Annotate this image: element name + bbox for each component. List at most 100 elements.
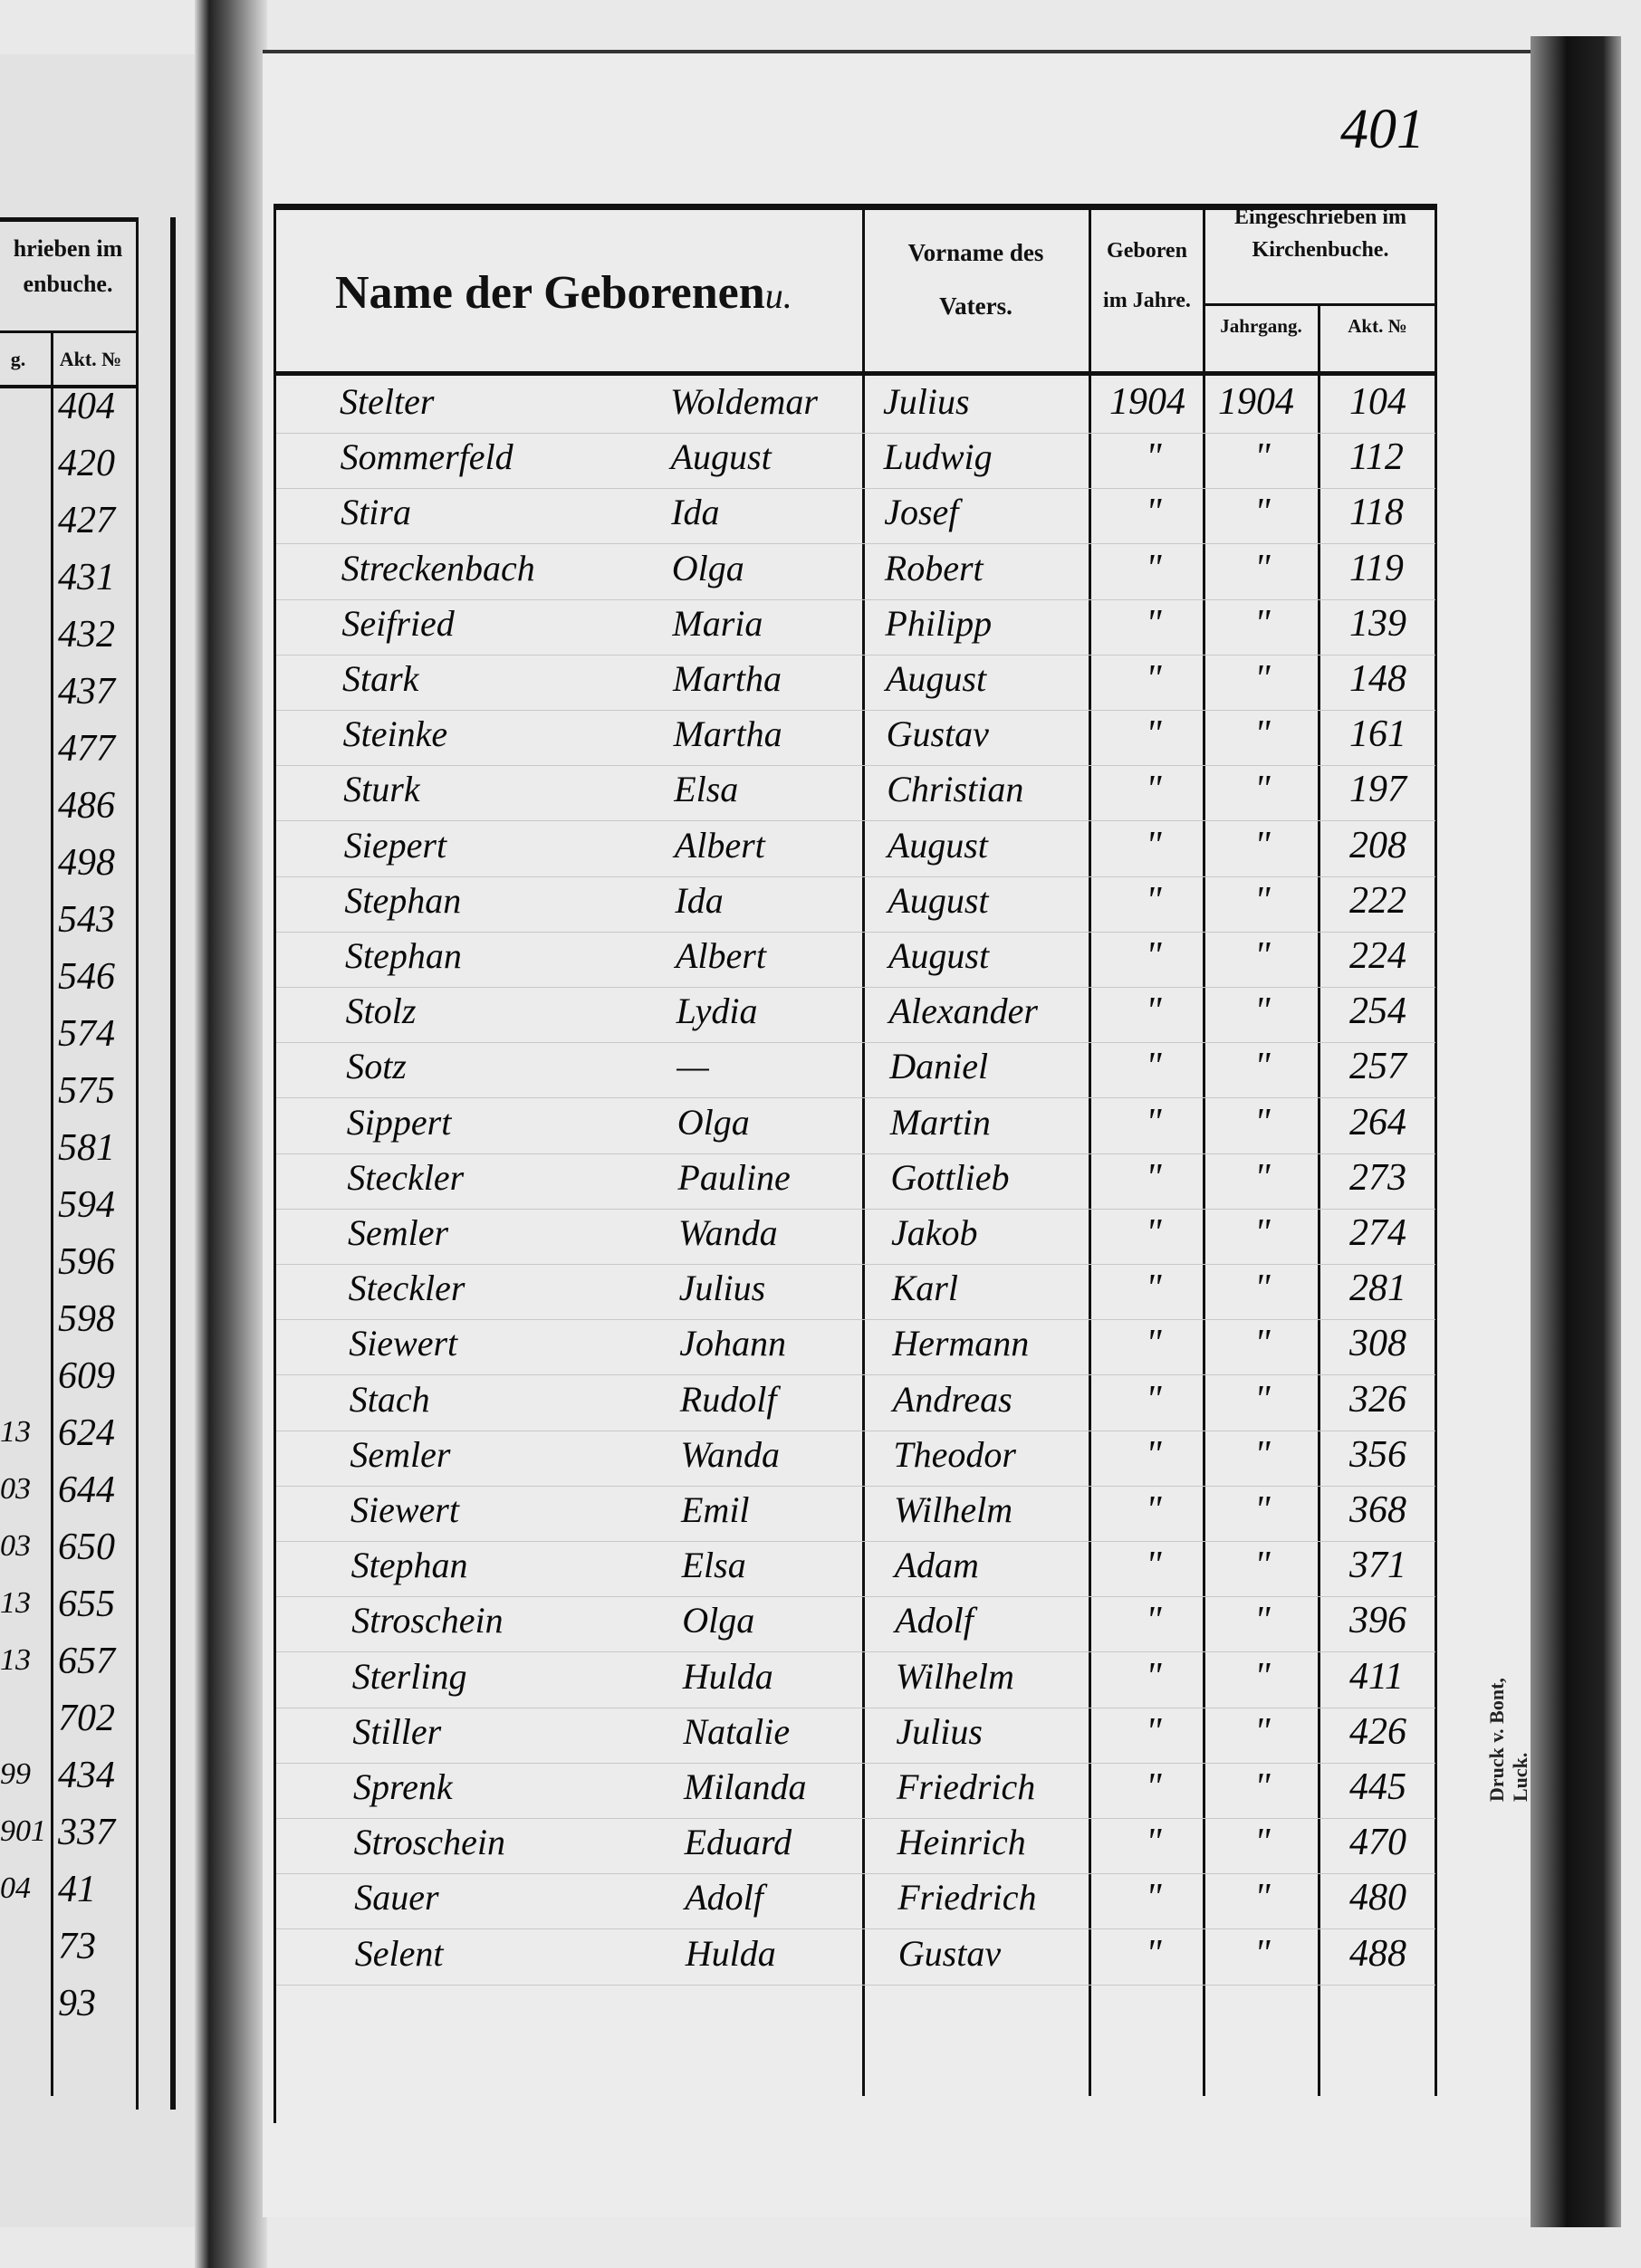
registered-year: " [1254,1433,1271,1476]
first-name: Elsa [681,1545,746,1586]
registered-year: " [1254,1600,1271,1642]
first-name: Albert [674,824,765,866]
act-number: 224 [1349,935,1406,977]
born-year: " [1146,436,1162,479]
surname: Semler [350,1433,451,1475]
first-name: Milanda [684,1766,807,1807]
left-year-fragment: 13 [0,1643,31,1677]
father-name: August [886,658,987,699]
father-name: Friedrich [897,1877,1037,1919]
ruled-line [276,1928,1435,1930]
born-year: " [1146,547,1162,589]
ruled-line [276,598,1435,600]
registered-year: " [1254,1766,1271,1808]
surname: Selent [354,1932,444,1974]
divider [0,330,136,333]
ruled-line [276,1596,1435,1598]
left-year-fragment: 04 [0,1871,31,1905]
act-number: 148 [1349,658,1406,700]
left-act-number: 543 [58,899,115,941]
registered-year: " [1254,1212,1271,1254]
born-year: " [1146,879,1162,922]
act-number: 257 [1349,1046,1406,1088]
father-name: Karl [891,1268,958,1309]
surname: Sterling [351,1655,467,1697]
born-year: " [1146,990,1162,1033]
ruled-line [276,1042,1435,1044]
born-year: " [1146,1212,1162,1254]
ruled-line [276,1818,1435,1819]
left-act-number: 702 [58,1698,115,1739]
left-year-fragment: 03 [0,1472,31,1506]
registered-year: " [1254,1822,1271,1864]
first-name: Adolf [685,1877,763,1919]
first-name: Ida [675,879,724,921]
first-name: Rudolf [679,1378,777,1420]
left-act-number: 594 [58,1184,115,1226]
header-bottom-border [276,371,1437,376]
registered-year: " [1254,1046,1271,1088]
first-name: Johann [679,1323,786,1364]
ruled-line [276,710,1435,711]
father-name: August [888,879,989,921]
born-year: " [1146,1932,1162,1975]
born-col-header-line2: im Jahre. [1103,289,1191,313]
surname: Steckler [347,1156,465,1198]
surname: Stira [341,492,411,533]
act-number: 411 [1349,1655,1404,1698]
ruled-line [276,1651,1435,1653]
father-name: Adam [894,1545,979,1586]
ruled-line [276,765,1435,767]
registered-year: " [1254,1877,1271,1919]
registered-year: " [1254,1268,1271,1310]
first-name: Martha [673,658,782,699]
born-year: " [1146,935,1162,977]
registered-year: " [1254,713,1271,756]
born-year: " [1146,713,1162,756]
act-number: 274 [1349,1212,1406,1254]
born-year: " [1146,1489,1162,1531]
surname: Steckler [348,1268,465,1309]
ruled-line [276,1097,1435,1099]
ruled-line [276,987,1435,988]
act-number: 208 [1349,824,1406,866]
left-act-number: 644 [58,1469,115,1511]
surname: Sippert [346,1101,452,1143]
first-name: Elsa [674,769,739,810]
father-name: Robert [884,547,984,589]
surname: Sprenk [353,1766,453,1807]
ruled-line [276,488,1435,490]
first-name: Albert [676,935,766,976]
born-year: " [1146,1766,1162,1808]
registered-year: " [1254,1323,1271,1365]
left-act-number: 41 [58,1869,96,1910]
surname: Siewert [349,1323,458,1364]
left-act-number: 498 [58,842,115,884]
left-act-number: 404 [58,386,115,427]
ruled-line [276,1153,1435,1154]
father-name: August [887,824,988,866]
divider [862,204,865,2096]
first-name: Maria [672,602,763,644]
left-act-number: 427 [58,500,115,541]
divider [170,217,176,2110]
surname: Siewert [350,1489,459,1530]
father-name: August [888,935,990,976]
name-col-header-suffix: u. [764,275,792,316]
born-year: " [1146,1268,1162,1310]
surname: Stephan [344,879,462,921]
printer-imprint: Druck v. Bont, Luck. [1485,1678,1531,1802]
surname: Steinke [342,713,448,755]
father-name: Adolf [895,1600,974,1641]
registered-year: " [1254,1710,1271,1753]
first-name: — [677,1046,709,1087]
first-name: Natalie [683,1710,791,1752]
father-name: Gottlieb [890,1156,1010,1198]
born-year: " [1146,658,1162,700]
ruled-line [276,433,1435,434]
registered-year: " [1254,1932,1271,1975]
surname: Stark [342,658,419,699]
left-act-number: 546 [58,956,115,998]
act-number: 264 [1349,1101,1406,1144]
left-act-number: 477 [58,728,115,770]
